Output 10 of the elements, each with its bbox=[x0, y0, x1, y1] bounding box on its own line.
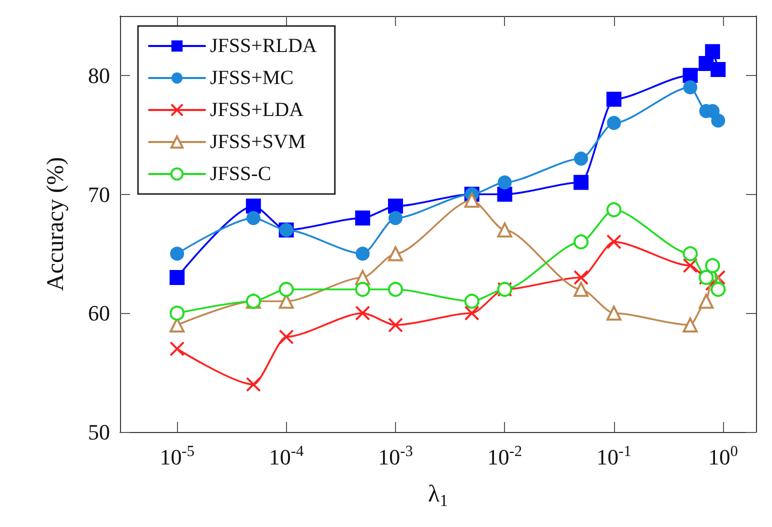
y-tick-label: 70 bbox=[88, 182, 110, 207]
legend-label: JFSS-C bbox=[210, 163, 272, 185]
y-tick-label: 60 bbox=[88, 300, 110, 326]
y-tick-label: 80 bbox=[88, 62, 110, 88]
y-tick-label: 50 bbox=[88, 420, 110, 444]
y-axis-title: Accuracy (%) bbox=[43, 157, 69, 291]
legend-label: JFSS+MC bbox=[210, 67, 294, 89]
legend-label: JFSS+RLDA bbox=[210, 35, 318, 57]
legend-label: JFSS+LDA bbox=[210, 99, 304, 121]
legend-label: JFSS+SVM bbox=[210, 131, 306, 153]
